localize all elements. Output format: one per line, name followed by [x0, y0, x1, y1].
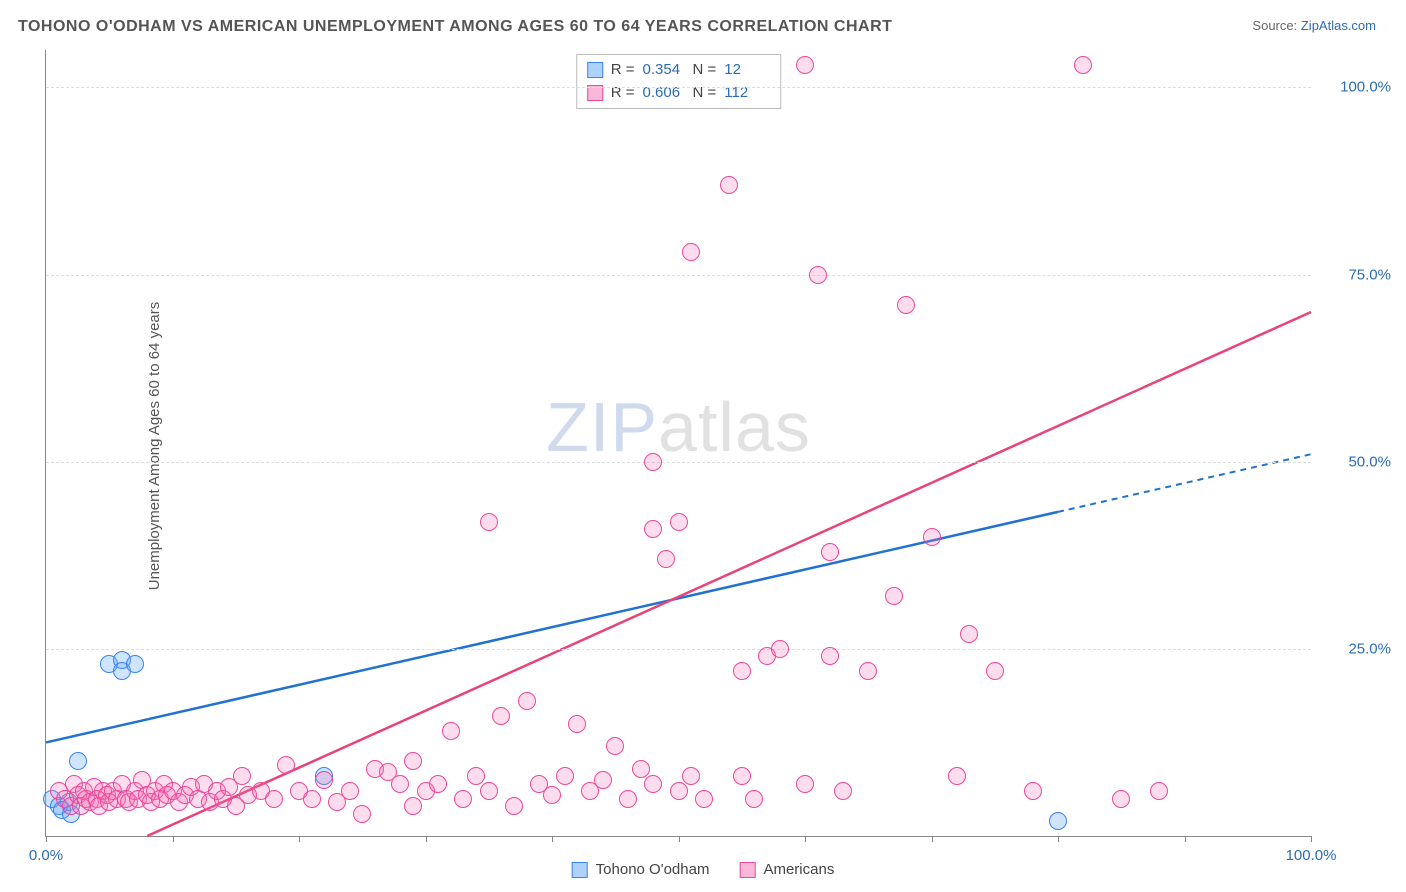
xtick	[46, 836, 47, 842]
data-point	[885, 587, 903, 605]
data-point	[454, 790, 472, 808]
data-point	[720, 176, 738, 194]
swatch-blue	[572, 862, 588, 878]
data-point	[986, 662, 1004, 680]
data-point	[619, 790, 637, 808]
ytick-label: 25.0%	[1321, 640, 1391, 657]
xtick	[679, 836, 680, 842]
data-point	[960, 625, 978, 643]
data-point	[695, 790, 713, 808]
xtick-label: 0.0%	[29, 847, 63, 864]
legend-item: Americans	[739, 861, 834, 878]
data-point	[341, 782, 359, 800]
data-point	[809, 266, 827, 284]
plot-area: ZIPatlas R = 0.354 N = 12 R = 0.606 N = …	[45, 50, 1311, 837]
data-point	[353, 805, 371, 823]
data-point	[480, 513, 498, 531]
data-point	[568, 715, 586, 733]
legend-label: Americans	[763, 861, 834, 878]
data-point	[391, 775, 409, 793]
gridline	[46, 462, 1311, 463]
data-point	[69, 752, 87, 770]
data-point	[315, 771, 333, 789]
ytick-label: 75.0%	[1321, 266, 1391, 283]
data-point	[404, 797, 422, 815]
data-point	[606, 737, 624, 755]
data-point	[859, 662, 877, 680]
data-point	[644, 775, 662, 793]
xtick	[173, 836, 174, 842]
data-point	[265, 790, 283, 808]
data-point	[948, 767, 966, 785]
xtick	[1311, 836, 1312, 842]
xtick	[805, 836, 806, 842]
data-point	[834, 782, 852, 800]
source-credit: Source: ZipAtlas.com	[1252, 18, 1376, 33]
xtick	[552, 836, 553, 842]
data-point	[644, 453, 662, 471]
data-point	[543, 786, 561, 804]
data-point	[404, 752, 422, 770]
data-point	[1024, 782, 1042, 800]
data-point	[492, 707, 510, 725]
data-point	[670, 782, 688, 800]
data-point	[556, 767, 574, 785]
data-point	[923, 528, 941, 546]
data-point	[821, 647, 839, 665]
data-point	[644, 520, 662, 538]
gridline	[46, 87, 1311, 88]
legend-item: Tohono O'odham	[572, 861, 710, 878]
trend-lines	[46, 50, 1311, 836]
data-point	[1112, 790, 1130, 808]
chart-title: TOHONO O'ODHAM VS AMERICAN UNEMPLOYMENT …	[18, 18, 892, 36]
data-point	[442, 722, 460, 740]
trend-line-dashed	[1058, 454, 1311, 512]
xtick-label: 100.0%	[1286, 847, 1337, 864]
data-point	[670, 513, 688, 531]
data-point	[796, 775, 814, 793]
legend-label: Tohono O'odham	[596, 861, 710, 878]
data-point	[126, 655, 144, 673]
data-point	[429, 775, 447, 793]
swatch-pink	[739, 862, 755, 878]
data-point	[1049, 812, 1067, 830]
data-point	[733, 767, 751, 785]
data-point	[682, 767, 700, 785]
data-point	[518, 692, 536, 710]
data-point	[682, 243, 700, 261]
ytick-label: 50.0%	[1321, 453, 1391, 470]
gridline	[46, 275, 1311, 276]
data-point	[1074, 56, 1092, 74]
data-point	[480, 782, 498, 800]
data-point	[303, 790, 321, 808]
data-point	[505, 797, 523, 815]
ytick-label: 100.0%	[1321, 79, 1391, 96]
data-point	[277, 756, 295, 774]
xtick	[1185, 836, 1186, 842]
xtick	[932, 836, 933, 842]
data-point	[745, 790, 763, 808]
source-label: Source:	[1252, 18, 1297, 33]
data-point	[632, 760, 650, 778]
data-point	[233, 767, 251, 785]
data-point	[467, 767, 485, 785]
data-point	[821, 543, 839, 561]
data-point	[1150, 782, 1168, 800]
data-point	[897, 296, 915, 314]
xtick	[299, 836, 300, 842]
xtick	[1058, 836, 1059, 842]
data-point	[771, 640, 789, 658]
data-point	[657, 550, 675, 568]
trend-line	[147, 312, 1311, 836]
trend-line	[46, 512, 1058, 743]
data-point	[733, 662, 751, 680]
xtick	[426, 836, 427, 842]
bottom-legend: Tohono O'odham Americans	[572, 861, 835, 878]
gridline	[46, 649, 1311, 650]
source-link[interactable]: ZipAtlas.com	[1301, 18, 1376, 33]
data-point	[796, 56, 814, 74]
data-point	[594, 771, 612, 789]
